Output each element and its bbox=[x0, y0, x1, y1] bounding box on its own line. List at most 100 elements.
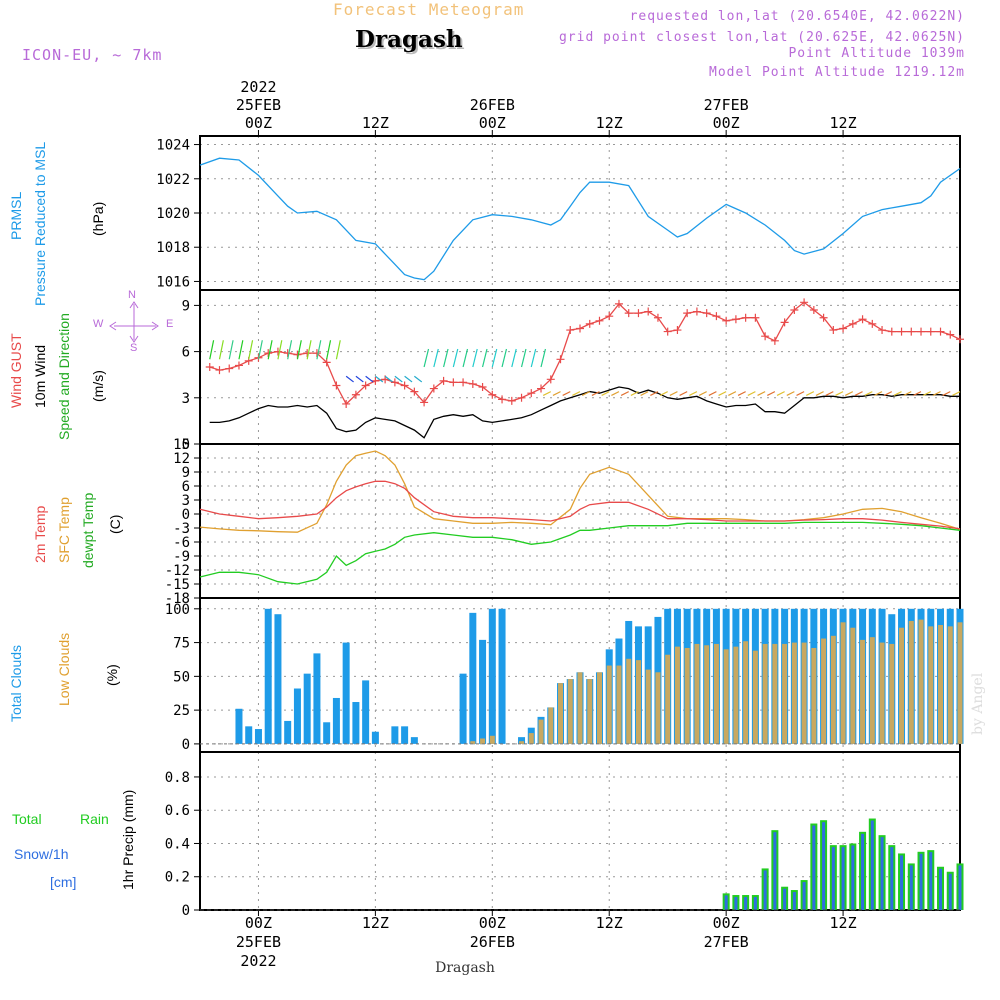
gust-point bbox=[429, 384, 438, 393]
t2m-line bbox=[199, 480, 961, 530]
wind-barb bbox=[443, 348, 449, 368]
low-cloud-bar bbox=[704, 645, 710, 744]
low-cloud-bar bbox=[626, 658, 632, 744]
gust-point bbox=[390, 378, 399, 387]
gust-point bbox=[634, 309, 643, 318]
panel-frame bbox=[199, 443, 961, 599]
gust-point bbox=[663, 327, 672, 336]
gust-point bbox=[848, 319, 857, 328]
gust-point bbox=[420, 398, 429, 407]
gust-point bbox=[459, 378, 468, 387]
wind-barb bbox=[375, 375, 384, 383]
gust-point bbox=[488, 390, 497, 399]
y-tick-label: 25 bbox=[173, 703, 190, 719]
snow-bar bbox=[744, 897, 748, 910]
low-cloud-bar bbox=[694, 643, 700, 744]
top-time-tick: 00Z bbox=[713, 114, 740, 132]
wind-barb bbox=[835, 391, 844, 396]
total-cloud-bar bbox=[342, 642, 350, 744]
y-tick-label: 75 bbox=[173, 636, 190, 652]
low-cloud-bar bbox=[480, 738, 486, 744]
gust-point bbox=[498, 395, 507, 404]
gust-point bbox=[731, 315, 740, 324]
y-tick-label: -18 bbox=[165, 591, 190, 607]
bottom-time-tick: 00Z bbox=[479, 914, 506, 932]
bottom-time-tick: 00Z bbox=[245, 914, 272, 932]
gust-point bbox=[751, 313, 760, 322]
bottom-day-label: 27FEB bbox=[704, 933, 749, 951]
wind-barb bbox=[883, 391, 893, 396]
wind-barb bbox=[530, 348, 537, 368]
low-cloud-bar bbox=[947, 626, 953, 744]
wind-barb bbox=[326, 340, 332, 360]
top-day-label: 26FEB bbox=[470, 96, 515, 114]
low-cloud-bar bbox=[821, 638, 827, 744]
bottom-day-label: 25FEB bbox=[236, 933, 281, 951]
total-label: Total bbox=[12, 811, 42, 827]
y-tick-label: 0 bbox=[182, 903, 190, 919]
total-cloud-bar bbox=[518, 737, 526, 744]
low-cloud-bar bbox=[762, 643, 768, 744]
low-cloud-bar bbox=[723, 649, 729, 744]
y-tick-label: -6 bbox=[173, 535, 190, 551]
total-cloud-bar bbox=[303, 673, 311, 744]
wind-line bbox=[209, 386, 960, 439]
wind-barb bbox=[786, 391, 795, 396]
gust-point bbox=[566, 326, 575, 335]
gust-point bbox=[371, 376, 380, 385]
clouds-panel: 0 25 50 75 100 bbox=[165, 597, 964, 753]
gust-point bbox=[595, 316, 604, 325]
y-tick-label: 6 bbox=[182, 345, 190, 361]
top-time-tick: 12Z bbox=[596, 114, 623, 132]
gust-point bbox=[946, 330, 955, 339]
snow-bar bbox=[724, 895, 728, 910]
total-cloud-bar bbox=[235, 708, 243, 744]
gust-point bbox=[936, 327, 945, 336]
y-tick-label: 0 bbox=[182, 507, 190, 523]
total-cloud-bar bbox=[352, 702, 360, 744]
snow-bar bbox=[890, 847, 894, 910]
gust-point bbox=[537, 384, 546, 393]
top-year-label: 2022 bbox=[240, 78, 276, 96]
gust-point bbox=[770, 336, 779, 345]
low-cloud-bar bbox=[811, 647, 817, 744]
compass-w: W bbox=[93, 318, 104, 330]
total-cloud-bar bbox=[264, 608, 272, 744]
y-tick-label: 3 bbox=[182, 391, 190, 407]
gust-line bbox=[209, 301, 961, 406]
gust-point bbox=[449, 378, 458, 387]
y-tick-label: 9 bbox=[182, 465, 190, 481]
y-tick-label: 15 bbox=[173, 437, 190, 453]
total-cloud-bar bbox=[362, 680, 370, 744]
wind-barb bbox=[669, 391, 678, 396]
wind-barb bbox=[501, 348, 508, 368]
model-altitude: Model Point Altitude 1219.12m bbox=[709, 65, 965, 80]
wind-barb bbox=[659, 391, 668, 396]
wind-barb bbox=[384, 375, 393, 383]
gust-point bbox=[868, 319, 877, 328]
y-tick-label: 3 bbox=[182, 493, 190, 509]
low-cloud-bar bbox=[635, 660, 641, 744]
low-cloud-bar bbox=[733, 646, 739, 744]
wind-barb bbox=[540, 348, 547, 368]
y-tick-label: 1024 bbox=[156, 138, 190, 154]
top-day-label: 25FEB bbox=[236, 96, 281, 114]
gust-point bbox=[926, 327, 935, 336]
snow-bar bbox=[802, 882, 806, 910]
wind-barb bbox=[520, 348, 527, 368]
y-tick-label: 50 bbox=[173, 669, 190, 685]
gust-point bbox=[283, 349, 292, 358]
low-cloud-bar bbox=[558, 683, 564, 744]
wind-barb bbox=[365, 375, 374, 383]
wind-barb bbox=[874, 391, 883, 396]
top-time-tick: 12Z bbox=[830, 114, 857, 132]
gust-point bbox=[780, 318, 789, 327]
gust-point bbox=[897, 327, 906, 336]
wind-barb bbox=[248, 340, 254, 360]
wind-barb bbox=[640, 391, 649, 396]
low-cloud-bar bbox=[850, 627, 856, 744]
total-cloud-bar bbox=[245, 726, 253, 744]
low-cloud-bar bbox=[830, 635, 836, 744]
snow-bar bbox=[783, 888, 787, 910]
